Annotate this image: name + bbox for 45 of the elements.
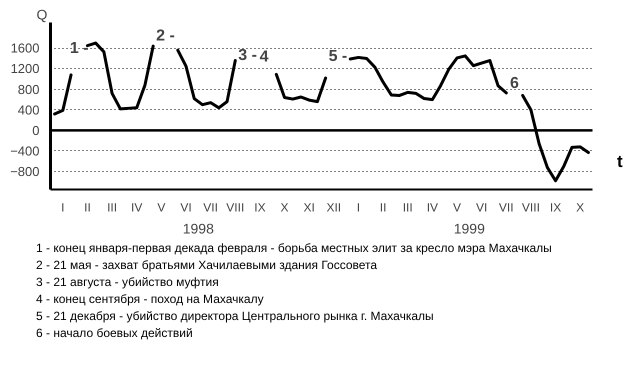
x-tick-label: II (380, 200, 386, 214)
x-tick-label: I (356, 200, 360, 214)
x-tick-label: VIII (226, 200, 244, 214)
annotation: 5 - (328, 48, 348, 65)
annotation: 6 (510, 75, 520, 92)
x-tick-label: III (402, 200, 413, 214)
x-tick-label: VI (476, 200, 488, 214)
annotation: 2 - (156, 28, 175, 45)
x-tick-label: IV (426, 200, 438, 214)
y-axis-title: Q (36, 6, 48, 22)
text: 2 - 21 мая - захват братьями Хачилаевыми здания Госсовета (36, 258, 378, 273)
text: 5 - 21 декабря - убийство директора Центрального рынка г. Махачкалы (36, 309, 435, 324)
x-tick-label: V (157, 200, 166, 214)
text: 6 - начало боевых действий (36, 326, 194, 341)
x-tick-label: VII (203, 200, 218, 214)
y-tick-label: 400 (18, 102, 40, 118)
x-tick-label: III (107, 200, 118, 214)
x-tick-label: X (576, 200, 584, 214)
x-tick-label: XI (304, 200, 315, 214)
text: 3 - 21 августа - убийство муфтия (36, 275, 220, 290)
x-tick-label: II (84, 200, 91, 214)
x-axis-title: t (617, 152, 623, 171)
y-tick-label: −400 (10, 143, 40, 158)
annotation: 3 - (238, 46, 257, 64)
x-tick-label: IV (131, 200, 142, 214)
text: 1 - конец января-первая декада февраля - борьба местных элит за кресло мэра Махачкалы (36, 241, 552, 256)
y-tick-label: 1200 (10, 61, 40, 76)
y-tick-label: −800 (10, 164, 40, 180)
text: 4 - конец сентября - поход на Махачкалу (36, 292, 265, 307)
x-tick-label: V (453, 200, 462, 214)
x-tick-label: I (61, 200, 64, 214)
x-tick-label: X (280, 200, 289, 214)
y-tick-label: 800 (18, 82, 40, 97)
text: 1999 (454, 220, 486, 236)
y-tick-label: 0 (32, 122, 40, 138)
annotation: 4 (260, 48, 269, 66)
x-tick-label: XII (326, 200, 342, 214)
y-tick-label: 1600 (10, 40, 40, 56)
annotation: 1 - (70, 40, 89, 57)
x-tick-label: VI (180, 200, 192, 214)
x-tick-label: IX (550, 200, 562, 214)
x-tick-label: VII (498, 200, 514, 214)
x-tick-label: IX (254, 200, 266, 214)
text: 1998 (182, 220, 214, 236)
x-tick-label: VIII (522, 200, 540, 214)
